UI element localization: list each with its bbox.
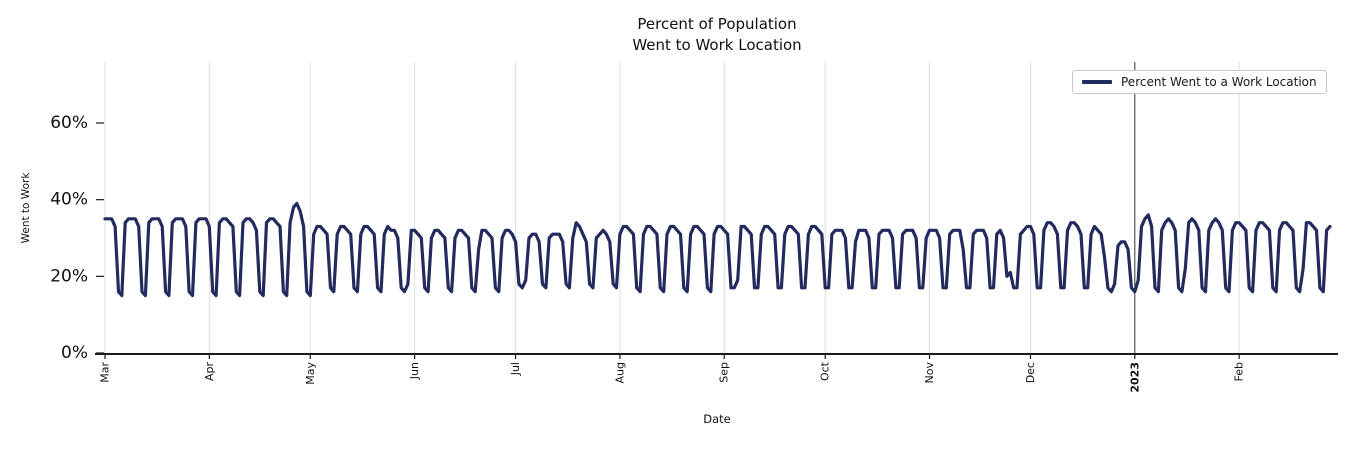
chart-title-line1: Percent of Population <box>637 15 797 33</box>
chart-title-line2: Went to Work Location <box>632 36 802 54</box>
y-tick-label: 40% <box>50 190 88 210</box>
x-tick-label: 2023 <box>1128 362 1141 393</box>
y-axis-label: Went to Work <box>20 172 32 244</box>
x-tick-label: May <box>304 362 317 385</box>
data-line <box>103 201 1332 298</box>
x-tick-label: Jul <box>509 362 522 376</box>
x-tick-label: Feb <box>1233 362 1246 381</box>
y-tick-label: 60% <box>50 113 88 133</box>
x-axis-label: Date <box>703 412 731 426</box>
chart-title: Percent of Population Went to Work Locat… <box>95 14 1339 56</box>
x-tick-label: Oct <box>819 361 832 381</box>
legend: Percent Went to a Work Location <box>1072 70 1327 94</box>
legend-line-swatch <box>1082 80 1112 84</box>
x-tick-label: Nov <box>923 362 936 384</box>
x-tick-label: Sep <box>718 362 731 383</box>
x-tick-label: Jun <box>408 362 421 380</box>
y-tick-label: 20% <box>50 266 88 286</box>
x-tick-label: Mar <box>99 362 112 383</box>
x-tick-label: Dec <box>1024 362 1037 383</box>
x-tick-label: Aug <box>613 362 626 383</box>
x-tick-label: Apr <box>203 362 216 382</box>
y-tick-label: 0% <box>61 343 88 363</box>
legend-label: Percent Went to a Work Location <box>1121 75 1317 89</box>
